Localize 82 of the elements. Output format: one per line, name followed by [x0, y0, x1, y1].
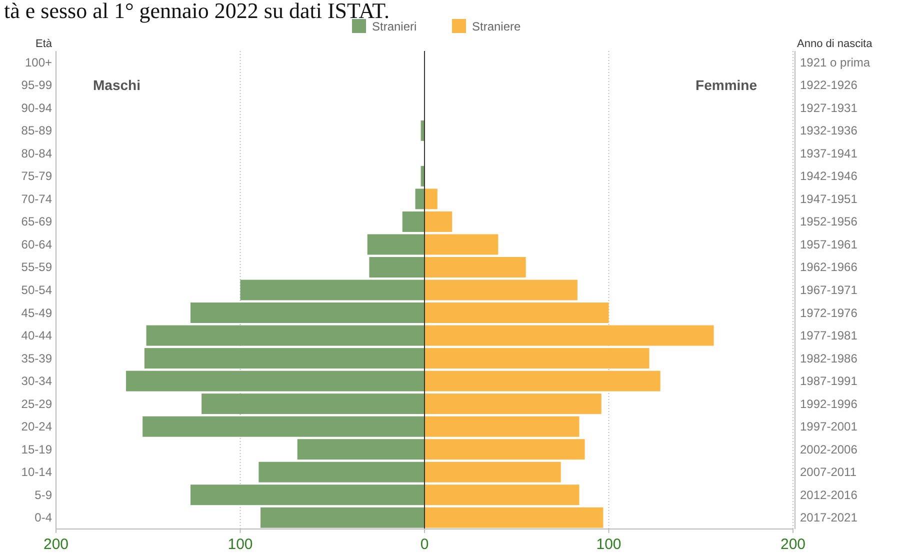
y-tick-label: 75-79: [21, 169, 52, 184]
y2-tick-label: 1992-1996: [800, 396, 858, 411]
bar: [424, 188, 438, 210]
bar: [424, 302, 609, 324]
y2-tick-label: 1967-1971: [800, 283, 858, 297]
y2-axis-title: Anno di nascita: [797, 38, 874, 50]
y-tick-label: 10-14: [21, 465, 52, 480]
y2-tick-label: 1922-1926: [800, 78, 858, 92]
annotation: Femmine: [696, 77, 758, 93]
y-tick-label: 50-54: [21, 283, 52, 297]
x-tick-label: 200: [43, 536, 69, 553]
y-tick-label: 0-4: [34, 510, 52, 525]
y-tick-label: 100+: [24, 55, 52, 70]
y-tick-label: 5-9: [34, 488, 52, 502]
x-tick-label: 0: [420, 536, 429, 553]
y2-tick-label: 1972-1976: [800, 306, 858, 320]
bar: [424, 280, 578, 300]
bar: [402, 211, 424, 232]
bar: [144, 348, 424, 369]
bar: [190, 302, 424, 324]
y-tick-label: 70-74: [21, 192, 52, 206]
y2-tick-label: 1957-1961: [800, 237, 858, 252]
bar: [415, 188, 424, 210]
y-tick-label: 60-64: [21, 237, 52, 252]
y-tick-label: 95-99: [21, 78, 52, 92]
x-tick-label: 100: [228, 536, 253, 553]
y2-tick-label: 1932-1936: [800, 124, 858, 138]
bar: [424, 507, 604, 528]
bar: [146, 325, 424, 346]
y2-tick-label: 2002-2006: [800, 442, 858, 456]
y-tick-label: 35-39: [21, 351, 52, 366]
y2-tick-label: 1921 o prima: [800, 55, 870, 70]
y2-tick-label: 1952-1956: [800, 214, 858, 229]
bar: [424, 256, 526, 278]
y-tick-label: 80-84: [21, 146, 52, 160]
y2-tick-label: 1977-1981: [800, 328, 858, 343]
bar: [202, 394, 424, 414]
annotation: Maschi: [93, 77, 140, 93]
y2-tick-label: 1997-2001: [800, 420, 858, 434]
y-tick-label: 40-44: [21, 328, 52, 343]
y-tick-label: 20-24: [21, 420, 52, 434]
bar: [260, 507, 424, 528]
y2-tick-label: 1962-1966: [800, 260, 858, 274]
bar: [424, 234, 498, 255]
y-tick-label: 30-34: [21, 374, 52, 388]
y2-tick-label: 1937-1941: [800, 146, 858, 160]
bar: [424, 394, 602, 414]
bar: [424, 439, 585, 460]
y2-tick-label: 1927-1931: [800, 100, 858, 115]
bar: [126, 370, 424, 392]
y2-tick-label: 2012-2016: [800, 488, 858, 502]
bar: [367, 234, 424, 255]
y-tick-label: 25-29: [21, 396, 52, 411]
y2-tick-label: 1947-1951: [800, 192, 858, 206]
bar: [424, 484, 580, 506]
bar: [190, 484, 424, 506]
y-tick-label: 55-59: [21, 260, 52, 274]
y-tick-label: 90-94: [21, 100, 52, 115]
bar: [424, 416, 580, 437]
y-tick-label: 45-49: [21, 306, 52, 320]
y-tick-label: 15-19: [21, 442, 52, 456]
y2-tick-label: 1987-1991: [800, 374, 858, 388]
y-tick-label: 65-69: [21, 214, 52, 229]
y2-tick-label: 2017-2021: [800, 510, 858, 525]
bar: [424, 462, 561, 482]
bar: [424, 370, 660, 392]
y2-tick-label: 2007-2011: [800, 465, 857, 480]
y2-tick-label: 1942-1946: [800, 169, 858, 184]
y-axis-title: Età: [35, 38, 53, 50]
x-tick-label: 100: [596, 536, 622, 553]
bar: [297, 439, 424, 460]
bar: [424, 325, 714, 346]
bar: [424, 211, 452, 232]
bar: [424, 348, 650, 369]
bar: [369, 256, 424, 278]
legend-label: Straniere: [472, 20, 522, 34]
x-tick-label: 200: [780, 536, 806, 553]
bar: [258, 462, 424, 482]
bar: [240, 280, 424, 300]
y2-tick-label: 1982-1986: [800, 351, 858, 366]
bar: [142, 416, 424, 437]
y-tick-label: 85-89: [21, 124, 52, 138]
